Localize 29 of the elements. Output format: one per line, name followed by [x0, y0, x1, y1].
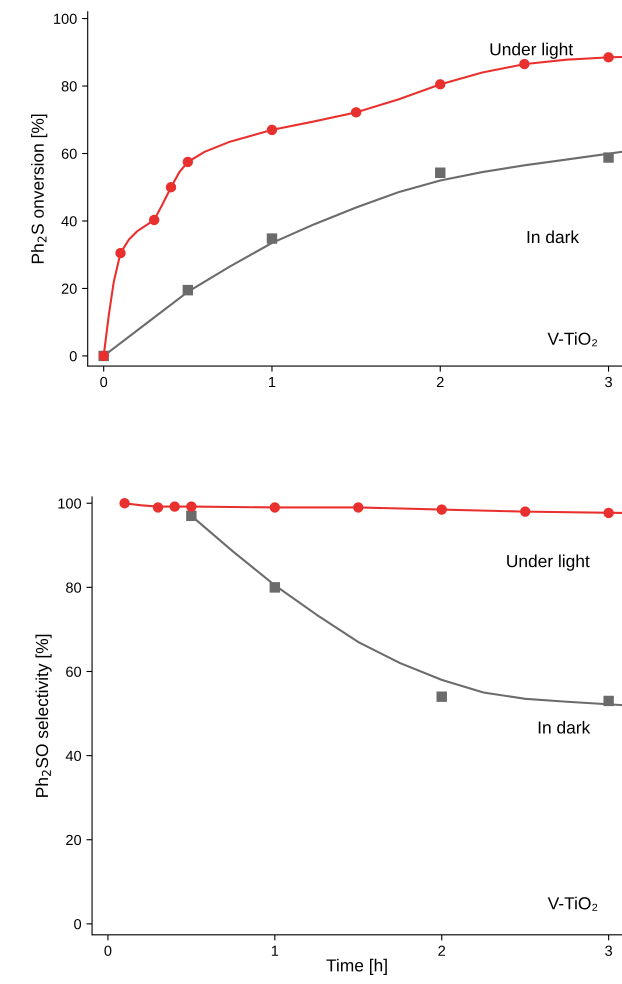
x-tick-label: 1: [269, 377, 276, 388]
annotation: Under light: [490, 42, 574, 59]
annotation: V-TiO₂: [548, 332, 598, 346]
annotation: V-TiO₂: [548, 896, 598, 911]
x-axis-title: Time [h]: [326, 958, 387, 975]
x-tick-label: 1: [272, 946, 278, 956]
y-tick-label: 40: [61, 216, 77, 226]
annotation: In dark: [528, 230, 580, 244]
y-tick-label: 80: [62, 81, 77, 92]
annotation: Under light: [507, 554, 590, 571]
y-tick-label: 80: [66, 582, 82, 593]
annotation: In dark: [538, 720, 590, 734]
x-tick-label: 2: [436, 376, 444, 388]
y-tick-label: 60: [62, 148, 77, 159]
x-tick-label: 0: [104, 946, 112, 956]
y-tick-label: 20: [62, 284, 77, 294]
y-tick-label: 0: [74, 918, 82, 930]
y-tick-label: 0: [70, 351, 77, 362]
x-tick-label: 0: [100, 376, 108, 388]
y-tick-label: 60: [66, 666, 82, 677]
y-tick-label: 100: [54, 14, 77, 24]
x-tick-label: 3: [605, 376, 612, 388]
y-tick-label: 20: [66, 834, 82, 846]
y-axis-title: Ph$_{2}$S onversion [%]: [31, 114, 48, 264]
y-tick-label: 40: [66, 750, 82, 762]
y-tick-label: 100: [58, 498, 82, 509]
x-tick-label: 3: [605, 946, 612, 956]
x-tick-label: 2: [438, 946, 446, 956]
y-axis-title: Ph$_{2}$SO selectivity [%]: [35, 634, 52, 797]
